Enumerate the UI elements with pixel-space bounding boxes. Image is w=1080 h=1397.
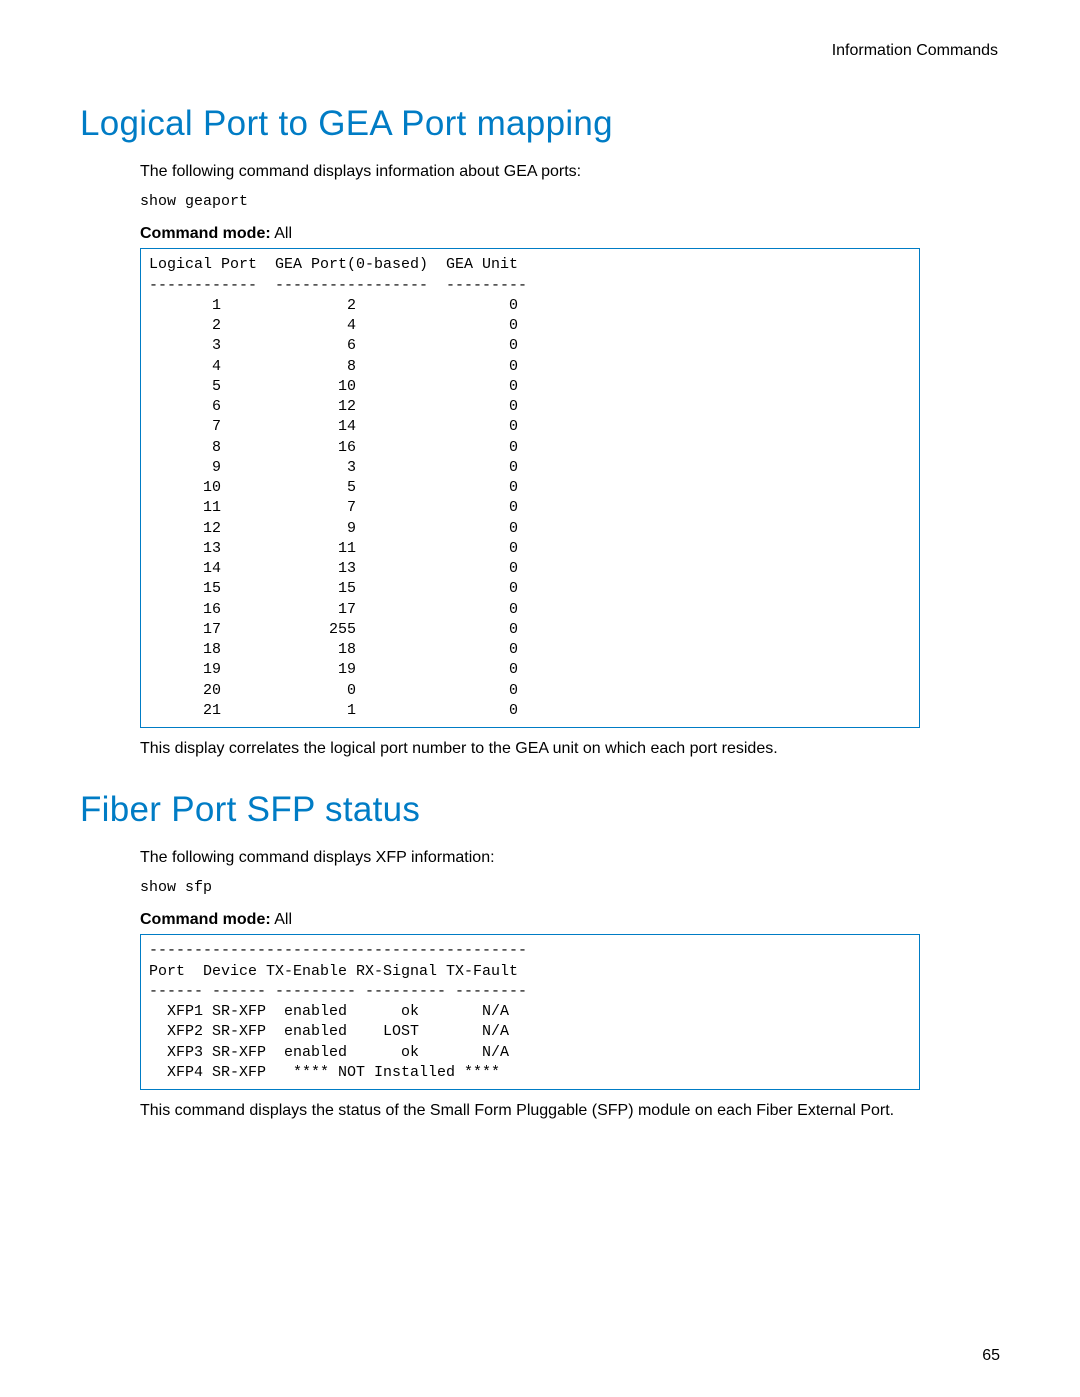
section1-codebox-text: Logical Port GEA Port(0-based) GEA Unit … (149, 255, 911, 721)
section1-intro: The following command displays informati… (140, 161, 1000, 183)
section1-codebox: Logical Port GEA Port(0-based) GEA Unit … (140, 248, 920, 728)
section2-mode-value: All (271, 911, 292, 928)
page-header-right: Information Commands (80, 40, 1000, 62)
section1-outro: This display correlates the logical port… (140, 738, 1000, 760)
section2-mode: Command mode: All (140, 909, 1000, 931)
section1-mode-label: Command mode: (140, 225, 271, 242)
page-number: 65 (982, 1345, 1000, 1367)
section2-intro: The following command displays XFP infor… (140, 847, 1000, 869)
section1-mode-value: All (271, 225, 292, 242)
section1-body: The following command displays informati… (140, 161, 1000, 760)
page: Information Commands Logical Port to GEA… (0, 0, 1080, 1397)
section1-title: Logical Port to GEA Port mapping (80, 100, 1000, 147)
section2-mode-label: Command mode: (140, 911, 271, 928)
section2-outro: This command displays the status of the … (140, 1100, 1000, 1122)
section2-codebox-text: ----------------------------------------… (149, 941, 911, 1083)
section2-command: show sfp (140, 878, 1000, 898)
section2-title: Fiber Port SFP status (80, 786, 1000, 833)
section1-mode: Command mode: All (140, 223, 1000, 245)
section2-body: The following command displays XFP infor… (140, 847, 1000, 1122)
section2-codebox: ----------------------------------------… (140, 934, 920, 1090)
section1-command: show geaport (140, 192, 1000, 212)
